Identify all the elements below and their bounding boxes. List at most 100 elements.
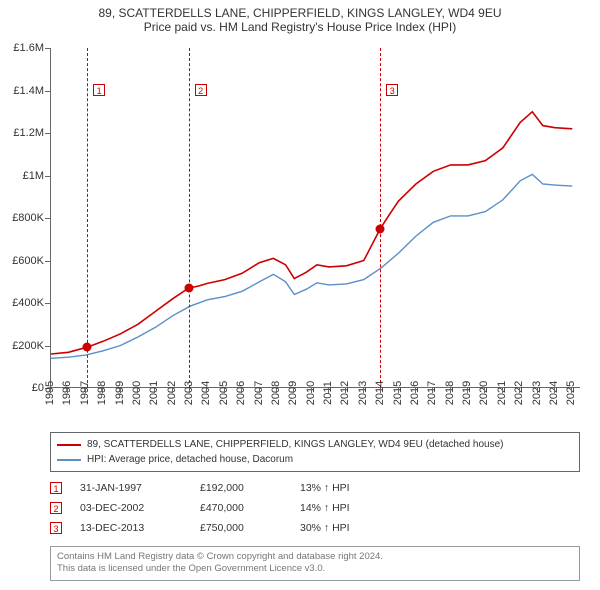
sale-marker-dot	[184, 284, 193, 293]
x-tick-label: 2025	[565, 381, 577, 405]
x-tick-mark	[154, 388, 155, 393]
y-tick-label: £400K	[0, 297, 44, 309]
y-tick-mark	[45, 91, 50, 92]
x-tick-mark	[398, 388, 399, 393]
x-tick-mark	[172, 388, 173, 393]
sales-row: 313-DEC-2013£750,00030% ↑ HPI	[50, 518, 580, 538]
title-subtitle: Price paid vs. HM Land Registry's House …	[10, 20, 590, 34]
x-tick-label: 2014	[374, 381, 386, 405]
x-tick-label: 2008	[270, 381, 282, 405]
legend-label-property: 89, SCATTERDELLS LANE, CHIPPERFIELD, KIN…	[87, 437, 503, 452]
x-tick-label: 2005	[218, 381, 230, 405]
x-tick-mark	[311, 388, 312, 393]
y-tick-label: £1.6M	[0, 42, 44, 54]
x-tick-label: 2022	[513, 381, 525, 405]
sale-marker-box: 1	[93, 84, 105, 96]
chart-area: 123 £0£200K£400K£600K£800K£1M£1.2M£1.4M£…	[50, 48, 580, 418]
x-tick-label: 2012	[339, 381, 351, 405]
sales-row-date: 31-JAN-1997	[80, 482, 200, 494]
plot-area: 1 2 3	[50, 48, 580, 388]
hpi-line	[51, 174, 572, 358]
chart-container: 89, SCATTERDELLS LANE, CHIPPERFIELD, KIN…	[0, 0, 600, 590]
y-tick-label: £1.2M	[0, 127, 44, 139]
x-tick-mark	[554, 388, 555, 393]
x-tick-mark	[67, 388, 68, 393]
x-tick-mark	[415, 388, 416, 393]
x-tick-mark	[259, 388, 260, 393]
x-tick-label: 2003	[183, 381, 195, 405]
sales-row-delta: 13% ↑ HPI	[300, 482, 420, 494]
x-tick-label: 1998	[96, 381, 108, 405]
x-tick-mark	[432, 388, 433, 393]
sales-row-price: £750,000	[200, 522, 300, 534]
sales-table: 1 31-JAN-1997£192,00013% ↑ HPI 203-DEC-200…	[50, 478, 580, 538]
sales-row: 203-DEC-2002£470,00014% ↑ HPI	[50, 498, 580, 518]
legend-label-hpi: HPI: Average price, detached house, Daco…	[87, 452, 293, 467]
x-tick-mark	[537, 388, 538, 393]
x-tick-label: 2013	[357, 381, 369, 405]
legend-swatch-hpi	[57, 459, 81, 461]
y-tick-label: £600K	[0, 255, 44, 267]
footer-line1: Contains HM Land Registry data © Crown c…	[57, 551, 573, 563]
x-tick-mark	[276, 388, 277, 393]
sale-marker-dot	[83, 343, 92, 352]
y-tick-mark	[45, 133, 50, 134]
x-tick-label: 1995	[44, 381, 56, 405]
y-tick-mark	[45, 48, 50, 49]
sales-row-date: 13-DEC-2013	[80, 522, 200, 534]
x-tick-label: 2006	[235, 381, 247, 405]
legend-box: 89, SCATTERDELLS LANE, CHIPPERFIELD, KIN…	[50, 432, 580, 472]
y-tick-mark	[45, 218, 50, 219]
legend-row-hpi: HPI: Average price, detached house, Daco…	[57, 452, 573, 467]
x-tick-mark	[241, 388, 242, 393]
x-tick-label: 2002	[166, 381, 178, 405]
chart-lines-svg	[51, 48, 581, 388]
x-tick-mark	[85, 388, 86, 393]
x-tick-label: 2001	[148, 381, 160, 405]
x-tick-mark	[484, 388, 485, 393]
x-tick-label: 2004	[200, 381, 212, 405]
sale-marker-dot	[376, 224, 385, 233]
title-address: 89, SCATTERDELLS LANE, CHIPPERFIELD, KIN…	[10, 6, 590, 20]
x-tick-label: 2019	[461, 381, 473, 405]
sale-marker-box: 2	[195, 84, 207, 96]
x-tick-mark	[380, 388, 381, 393]
x-tick-label: 1996	[61, 381, 73, 405]
y-tick-label: £800K	[0, 212, 44, 224]
x-tick-label: 2007	[253, 381, 265, 405]
x-tick-mark	[224, 388, 225, 393]
title-block: 89, SCATTERDELLS LANE, CHIPPERFIELD, KIN…	[0, 0, 600, 36]
footer-attribution: Contains HM Land Registry data © Crown c…	[50, 546, 580, 581]
x-tick-label: 2017	[426, 381, 438, 405]
sale-marker-line	[380, 48, 381, 388]
x-tick-label: 2015	[392, 381, 404, 405]
x-tick-mark	[102, 388, 103, 393]
x-tick-mark	[328, 388, 329, 393]
x-tick-mark	[120, 388, 121, 393]
x-tick-label: 2011	[322, 381, 334, 405]
x-tick-mark	[519, 388, 520, 393]
sale-marker-box: 3	[386, 84, 398, 96]
x-tick-mark	[363, 388, 364, 393]
x-tick-label: 2021	[496, 381, 508, 405]
property-line	[51, 112, 572, 354]
sales-row-delta: 30% ↑ HPI	[300, 522, 420, 534]
y-tick-label: £0	[0, 382, 44, 394]
x-tick-mark	[571, 388, 572, 393]
x-tick-mark	[502, 388, 503, 393]
x-tick-label: 2020	[478, 381, 490, 405]
x-tick-mark	[293, 388, 294, 393]
x-tick-label: 2009	[287, 381, 299, 405]
sale-marker-line	[189, 48, 190, 388]
y-tick-mark	[45, 303, 50, 304]
legend-swatch-property	[57, 444, 81, 446]
x-tick-mark	[50, 388, 51, 393]
x-tick-label: 2024	[548, 381, 560, 405]
y-tick-label: £1M	[0, 170, 44, 182]
sales-row-marker: 1	[50, 482, 62, 494]
sale-marker-line	[87, 48, 88, 388]
x-tick-mark	[206, 388, 207, 393]
sales-row: 1 31-JAN-1997£192,00013% ↑ HPI	[50, 478, 580, 498]
sales-row-price: £192,000	[200, 482, 300, 494]
x-tick-label: 2010	[305, 381, 317, 405]
